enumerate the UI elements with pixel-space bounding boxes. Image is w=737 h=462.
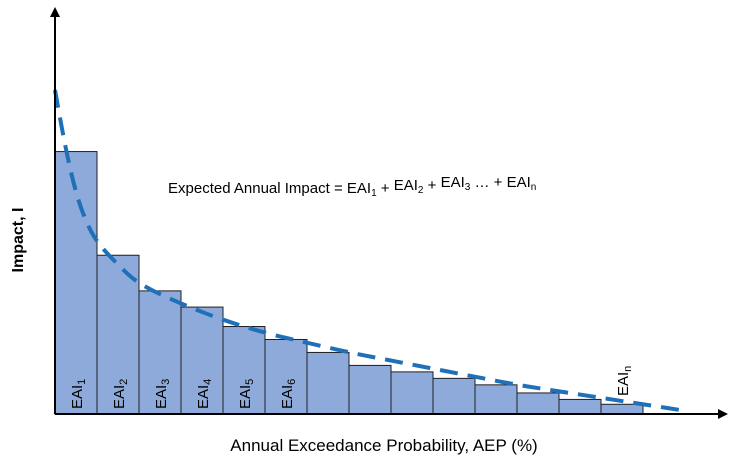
- bar: [432, 377, 476, 415]
- bar-label: EAI3: [153, 379, 172, 409]
- bar-label: EAI1: [69, 379, 88, 409]
- impact-curve: [53, 89, 686, 413]
- bar-label: EAI2: [111, 379, 130, 409]
- bar-label: EAI6: [279, 379, 298, 409]
- bar: [516, 392, 560, 415]
- bar-label: EAI4: [195, 379, 214, 409]
- bar-labels-group: EAI1 EAI2 EAI3 EAI4 EAI5 EAI6 EAIn: [69, 366, 634, 409]
- bar-label: EAIn: [615, 366, 634, 396]
- bar: [474, 384, 518, 415]
- bar: [600, 403, 644, 415]
- bar: [558, 398, 602, 415]
- bar-label: EAI5: [237, 379, 256, 409]
- bar: [348, 364, 392, 415]
- bar: [390, 371, 434, 415]
- x-axis-label: Annual Exceedance Probability, AEP (%): [230, 436, 537, 455]
- bar: [54, 151, 98, 415]
- bars-group: [54, 151, 644, 415]
- y-axis-label: Impact, I: [10, 208, 27, 273]
- expected-annual-impact-formula: Expected Annual Impact = EAI1 + EAI2 + E…: [168, 174, 536, 199]
- bar: [96, 254, 140, 415]
- bar: [306, 351, 350, 415]
- bar: [264, 338, 308, 415]
- bar: [138, 290, 182, 415]
